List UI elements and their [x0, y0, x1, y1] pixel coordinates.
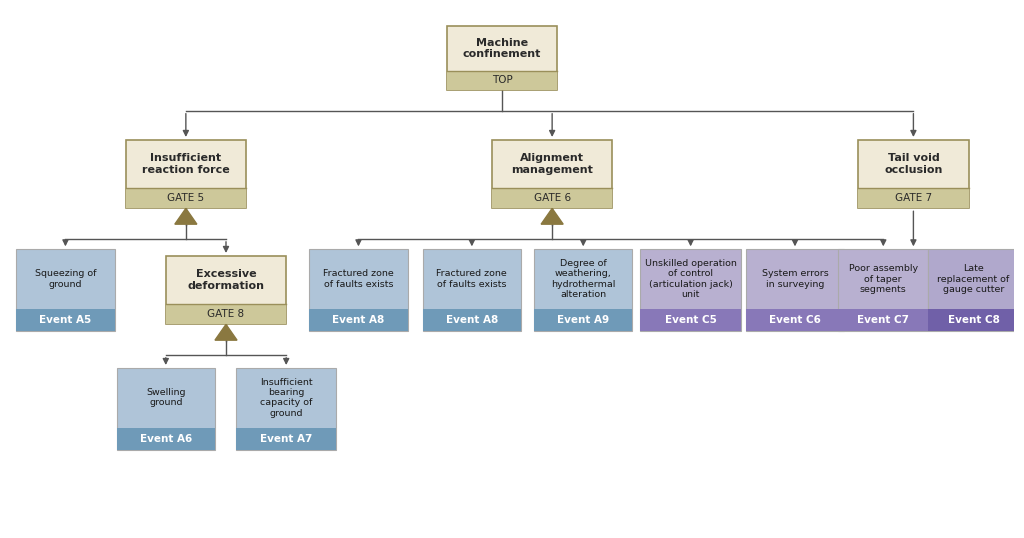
Polygon shape [215, 324, 237, 340]
FancyBboxPatch shape [446, 26, 557, 90]
Text: Machine
confinement: Machine confinement [463, 38, 541, 59]
Text: Event C5: Event C5 [665, 315, 717, 325]
FancyBboxPatch shape [117, 368, 215, 450]
FancyBboxPatch shape [929, 249, 1019, 331]
FancyBboxPatch shape [166, 256, 287, 324]
Polygon shape [541, 208, 563, 224]
Text: Tail void
occlusion: Tail void occlusion [884, 153, 943, 175]
Text: Squeezing of
ground: Squeezing of ground [35, 270, 96, 289]
Text: Swelling
ground: Swelling ground [146, 388, 185, 407]
FancyBboxPatch shape [745, 249, 844, 331]
Text: GATE 6: GATE 6 [534, 193, 570, 203]
FancyBboxPatch shape [838, 249, 929, 331]
FancyBboxPatch shape [237, 368, 337, 450]
Text: Degree of
weathering,
hydrothermal
alteration: Degree of weathering, hydrothermal alter… [551, 259, 615, 299]
Text: System errors
in surveying: System errors in surveying [762, 270, 828, 289]
Text: GATE 5: GATE 5 [167, 193, 205, 203]
Text: Event A9: Event A9 [557, 315, 609, 325]
Text: Alignment
management: Alignment management [511, 153, 593, 175]
Text: Excessive
deformation: Excessive deformation [187, 269, 264, 291]
Text: Event C6: Event C6 [769, 315, 821, 325]
FancyBboxPatch shape [423, 309, 521, 331]
Text: TOP: TOP [492, 75, 512, 85]
FancyBboxPatch shape [858, 140, 969, 208]
FancyBboxPatch shape [535, 309, 633, 331]
FancyBboxPatch shape [838, 309, 929, 331]
Polygon shape [175, 208, 197, 224]
Text: Insufficient
bearing
capacity of
ground: Insufficient bearing capacity of ground [260, 378, 312, 418]
FancyBboxPatch shape [309, 249, 408, 331]
Text: Event A6: Event A6 [139, 434, 191, 443]
FancyBboxPatch shape [16, 249, 115, 331]
FancyBboxPatch shape [117, 428, 215, 450]
FancyBboxPatch shape [535, 249, 633, 331]
Text: Event A5: Event A5 [39, 315, 91, 325]
FancyBboxPatch shape [640, 249, 740, 331]
Text: Event A8: Event A8 [445, 315, 498, 325]
FancyBboxPatch shape [640, 309, 740, 331]
Text: Event A8: Event A8 [333, 315, 385, 325]
FancyBboxPatch shape [492, 140, 612, 208]
Text: GATE 8: GATE 8 [208, 309, 245, 319]
Text: Poor assembly
of taper
segments: Poor assembly of taper segments [849, 264, 918, 294]
Text: Fractured zone
of faults exists: Fractured zone of faults exists [436, 270, 507, 289]
FancyBboxPatch shape [309, 309, 408, 331]
Text: Event C8: Event C8 [947, 315, 999, 325]
FancyBboxPatch shape [126, 188, 246, 208]
FancyBboxPatch shape [492, 188, 612, 208]
FancyBboxPatch shape [166, 304, 287, 324]
Text: GATE 7: GATE 7 [895, 193, 932, 203]
Text: Event C7: Event C7 [857, 315, 909, 325]
Text: Event A7: Event A7 [260, 434, 312, 443]
Text: Insufficient
reaction force: Insufficient reaction force [142, 153, 229, 175]
FancyBboxPatch shape [858, 188, 969, 208]
FancyBboxPatch shape [16, 309, 115, 331]
Text: Unskilled operation
of control
(articulation jack)
unit: Unskilled operation of control (articula… [645, 259, 736, 299]
FancyBboxPatch shape [423, 249, 521, 331]
FancyBboxPatch shape [446, 71, 557, 90]
FancyBboxPatch shape [237, 428, 337, 450]
Text: Late
replacement of
gauge cutter: Late replacement of gauge cutter [938, 264, 1010, 294]
FancyBboxPatch shape [126, 140, 246, 208]
FancyBboxPatch shape [745, 309, 844, 331]
FancyBboxPatch shape [929, 309, 1019, 331]
Text: Fractured zone
of faults exists: Fractured zone of faults exists [324, 270, 394, 289]
